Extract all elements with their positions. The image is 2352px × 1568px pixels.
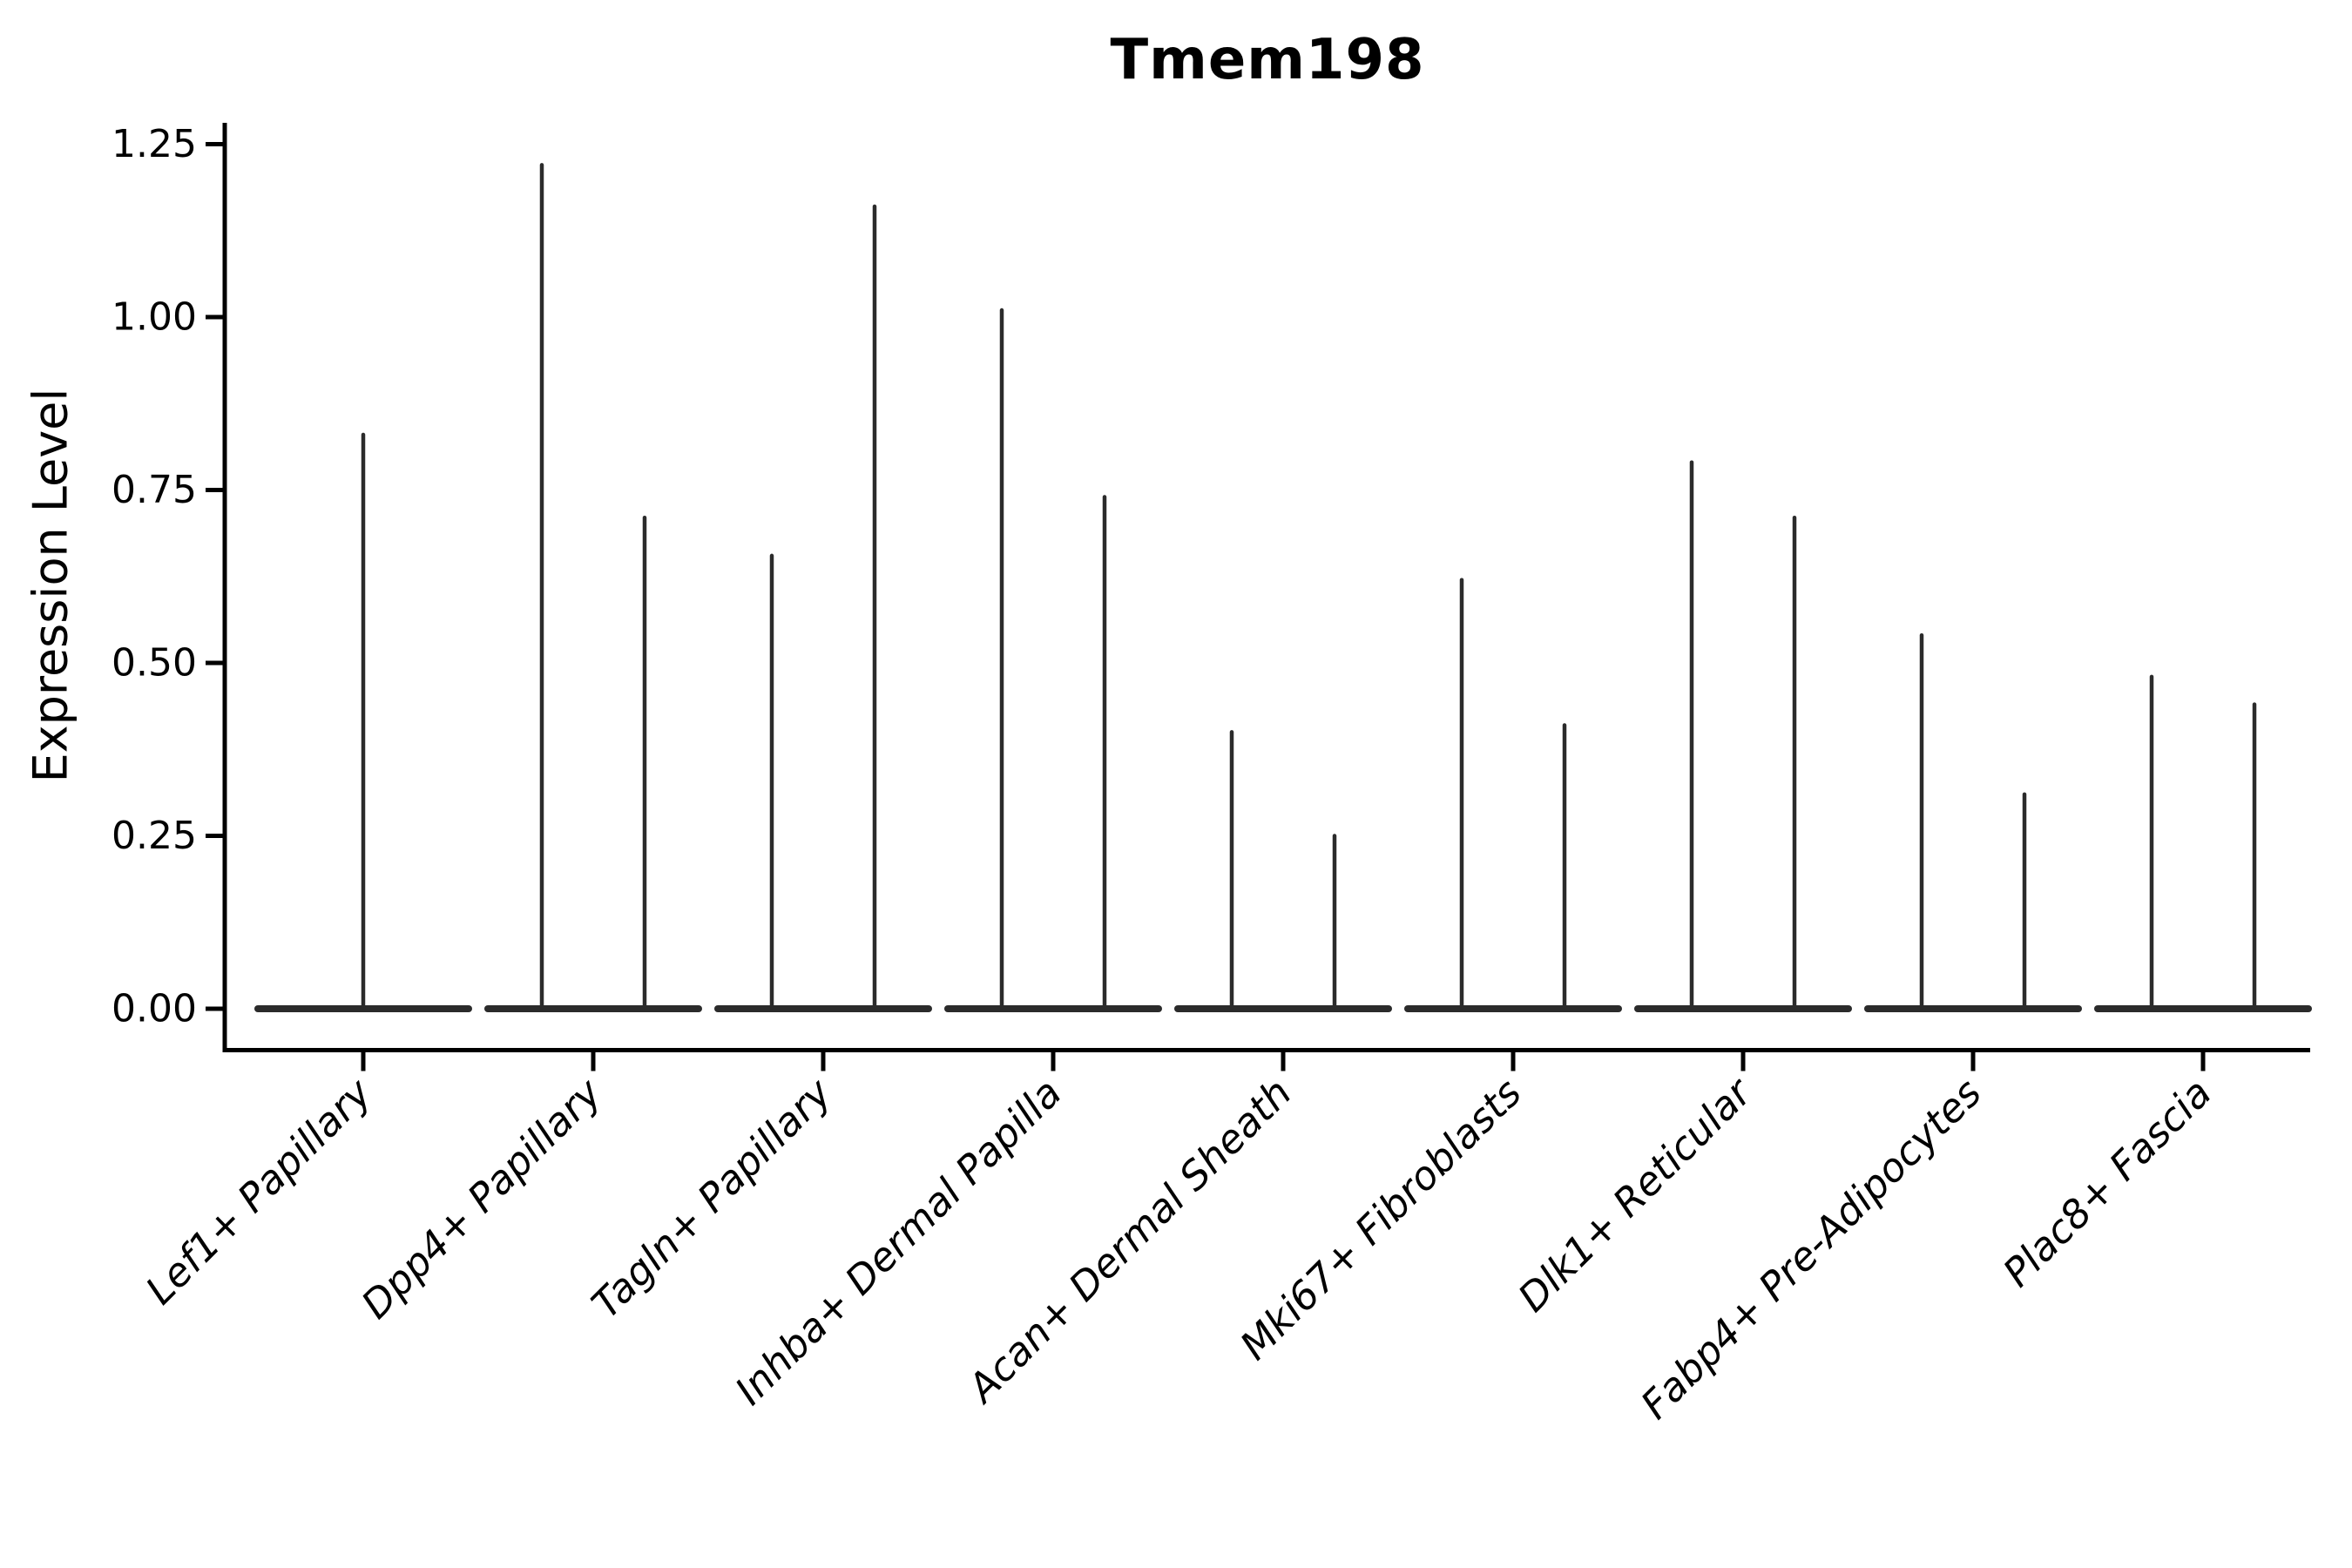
x-tick-label: Plac8+ Fascia	[1994, 1070, 2220, 1296]
y-tick-label: 0.25	[112, 814, 197, 858]
y-tick-label: 0.00	[112, 987, 197, 1031]
x-tick-label: Dlk1+ Reticular	[1509, 1068, 1761, 1321]
x-tick-label: Dpp4+ Papillary	[353, 1069, 612, 1328]
y-tick-label: 1.25	[112, 122, 197, 166]
y-tick-label: 0.75	[112, 468, 197, 512]
x-tick-label: Tagln+ Papillary	[583, 1069, 841, 1328]
y-tick-label: 0.50	[112, 641, 197, 686]
x-tick-label: Lef1+ Papillary	[137, 1069, 382, 1314]
y-tick-label: 1.00	[112, 295, 197, 340]
plot-title: Tmem198	[1110, 28, 1425, 92]
